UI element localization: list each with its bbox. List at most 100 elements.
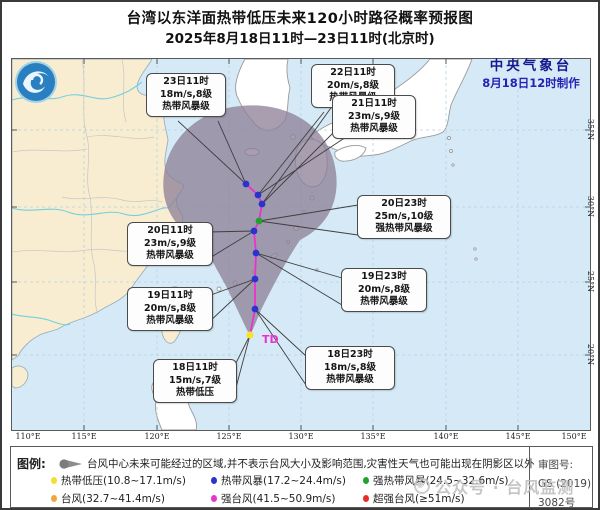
callout-level: 热带风暴级 <box>146 315 194 327</box>
approval-number: GS (2019) 3082号 <box>538 477 592 509</box>
callout-time: 21日11时 <box>351 98 397 109</box>
callout-level: 热带风暴级 <box>146 250 194 262</box>
track-point <box>254 191 262 199</box>
legend-dot <box>211 495 217 502</box>
callout-wind: 25m/s,10级 <box>374 210 434 222</box>
legend-dot <box>363 495 369 502</box>
td-marker-label: TD <box>262 333 279 346</box>
lon-label: 125°E <box>216 432 242 441</box>
cone-icon <box>59 459 82 469</box>
callout-wind: 18m/s,8级 <box>324 361 376 373</box>
track-point <box>242 180 250 188</box>
callout-18d23h: 18日23时 18m/s,8级 热带风暴级 <box>305 346 395 390</box>
page-subtitle: 2025年8月18日11时—23日11时(北京时) <box>165 31 435 47</box>
track-point <box>258 200 266 208</box>
lat-label: 20°N <box>586 343 596 366</box>
callout-wind: 23m/s,9级 <box>348 110 400 122</box>
callout-19d23h: 19日23时 20m/s,8级 热带风暴级 <box>341 268 427 312</box>
track-point <box>246 331 254 339</box>
legend-item-label: 强台风(41.5~50.9m/s) <box>221 493 336 505</box>
agency-name: 中央气象台 <box>489 58 573 74</box>
lon-label: 110°E <box>15 432 41 441</box>
lon-label: 115°E <box>71 432 97 441</box>
callout-wind: 18m/s,8级 <box>160 88 212 100</box>
callout-time: 20日23时 <box>381 198 427 209</box>
lon-label: 135°E <box>360 432 386 441</box>
legend-title: 图例: <box>17 457 46 471</box>
approval-label: 审图号: <box>538 459 574 471</box>
map-svg: TD <box>12 59 590 430</box>
legend-dot <box>363 477 369 484</box>
legend-box: 图例: 台风中心未来可能经过的区域,并不表示台风大小及影响范围,灾害性天气也可能… <box>10 446 593 508</box>
lon-label: 120°E <box>144 432 170 441</box>
callout-level: 热带风暴级 <box>326 374 374 386</box>
callout-time: 18日23时 <box>327 349 373 360</box>
track-points <box>242 180 266 339</box>
callout-time: 19日11时 <box>147 290 193 301</box>
legend-dot <box>51 477 57 484</box>
callout-level: 热带风暴级 <box>162 101 210 113</box>
callout-level: 强热带风暴级 <box>375 223 433 235</box>
probability-cone <box>163 105 337 336</box>
province-borders <box>12 59 163 315</box>
callout-time: 18日11时 <box>172 362 218 373</box>
track-point <box>255 217 263 225</box>
border-ticks <box>12 59 590 430</box>
callout-time: 19日23时 <box>361 271 407 282</box>
callout-20d11h: 20日11时 23m/s,9级 热带风暴级 <box>127 222 213 266</box>
legend-item: 热带低压(10.8~17.1m/s) <box>51 473 186 488</box>
track-point <box>251 305 259 313</box>
page-title: 台湾以东洋面热带低压未来120小时路径概率预报图 <box>126 11 474 27</box>
callout-level: 热带风暴级 <box>350 123 398 135</box>
lon-label: 150°E <box>561 432 587 441</box>
legend-dot <box>51 495 57 502</box>
wechat-icon <box>414 478 430 494</box>
shikoku <box>334 145 367 162</box>
legend-item-label: 强热带风暴(24.5~32.6m/s) <box>373 475 509 487</box>
callout-18d11h: 18日11时 15m/s,7级 热带低压 <box>153 359 237 403</box>
callout-19d11h: 19日11时 20m/s,8级 热带风暴级 <box>127 287 213 331</box>
map-area: TD <box>11 58 591 431</box>
callout-level: 热带风暴级 <box>360 296 408 308</box>
callout-wind: 20m/s,8级 <box>327 79 379 91</box>
callout-23d11h: 23日11时 18m/s,8级 热带风暴级 <box>146 73 226 117</box>
watermark: 公众号 · 台风监测 <box>414 474 574 498</box>
legend-item: 热带风暴(17.2~24.4m/s) <box>211 473 346 488</box>
track-point <box>250 227 258 235</box>
legend-item-label: 热带风暴(17.2~24.4m/s) <box>221 475 346 487</box>
callout-wind: 20m/s,8级 <box>358 283 410 295</box>
callout-wind: 23m/s,9级 <box>144 237 196 249</box>
legend-divider <box>529 447 530 507</box>
agency-block: 中央气象台 8月18日12时制作 <box>470 54 592 91</box>
agency-issued: 8月18日12时制作 <box>482 76 580 90</box>
legend-item: 台风(32.7~41.4m/s) <box>51 491 165 506</box>
callout-wind: 20m/s,8级 <box>144 302 196 314</box>
approval-block: 审图号: GS (2019) 3082号 <box>538 456 592 509</box>
callout-wind: 15m/s,7级 <box>169 374 221 386</box>
legend-item-label: 台风(32.7~41.4m/s) <box>61 493 165 505</box>
lon-label: 140°E <box>433 432 459 441</box>
legend-item-label: 热带低压(10.8~17.1m/s) <box>61 475 186 487</box>
legend-item: 强热带风暴(24.5~32.6m/s) <box>363 473 509 488</box>
callout-time: 20日11时 <box>147 225 193 236</box>
callout-21d11h: 21日11时 23m/s,9级 热带风暴级 <box>332 95 416 139</box>
lon-label: 145°E <box>505 432 531 441</box>
track-point <box>251 275 259 283</box>
cma-logo <box>15 61 57 103</box>
watermark-text: 公众号 · 台风监测 <box>435 478 575 497</box>
legend-item: 强台风(41.5~50.9m/s) <box>211 491 336 506</box>
legend-item-label: 超强台风(≥51m/s) <box>373 493 465 505</box>
leader-lines <box>177 104 385 396</box>
lat-label: 35°N <box>586 118 596 141</box>
callout-time: 23日11时 <box>163 76 209 87</box>
callout-time: 22日11时 <box>330 67 376 78</box>
callout-20d23h: 20日23时 25m/s,10级 强热带风暴级 <box>357 195 451 239</box>
legend-item: 超强台风(≥51m/s) <box>363 491 465 506</box>
lat-label: 30°N <box>586 195 596 218</box>
legend-cone-note: 台风中心未来可能经过的区域,并不表示台风大小及影响范围,灾害性天气也可能出现在阴… <box>87 458 535 470</box>
callout-level: 热带低压 <box>175 387 214 399</box>
lat-label: 25°N <box>586 270 596 293</box>
track-point <box>252 249 260 257</box>
legend-dot <box>211 477 217 484</box>
